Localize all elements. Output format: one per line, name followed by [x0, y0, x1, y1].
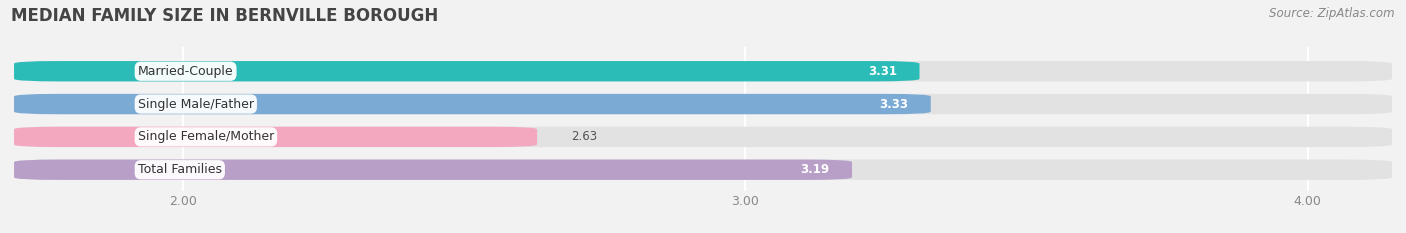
Text: 3.31: 3.31	[868, 65, 897, 78]
Text: Total Families: Total Families	[138, 163, 222, 176]
Text: 3.33: 3.33	[879, 98, 908, 110]
FancyBboxPatch shape	[14, 94, 1392, 114]
FancyBboxPatch shape	[14, 160, 852, 180]
Text: 3.19: 3.19	[800, 163, 830, 176]
Text: Source: ZipAtlas.com: Source: ZipAtlas.com	[1270, 7, 1395, 20]
FancyBboxPatch shape	[14, 61, 920, 81]
Text: 2.63: 2.63	[571, 130, 598, 143]
Text: Single Male/Father: Single Male/Father	[138, 98, 254, 110]
FancyBboxPatch shape	[14, 160, 1392, 180]
FancyBboxPatch shape	[14, 127, 1392, 147]
Text: Married-Couple: Married-Couple	[138, 65, 233, 78]
Text: Single Female/Mother: Single Female/Mother	[138, 130, 274, 143]
FancyBboxPatch shape	[14, 127, 537, 147]
Text: MEDIAN FAMILY SIZE IN BERNVILLE BOROUGH: MEDIAN FAMILY SIZE IN BERNVILLE BOROUGH	[11, 7, 439, 25]
FancyBboxPatch shape	[14, 61, 1392, 81]
FancyBboxPatch shape	[14, 94, 931, 114]
